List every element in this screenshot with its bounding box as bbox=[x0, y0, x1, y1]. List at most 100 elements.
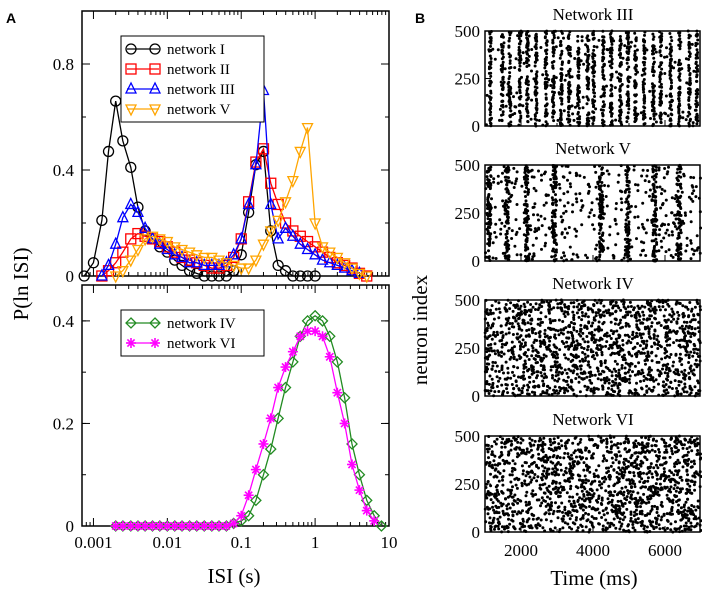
spike bbox=[544, 49, 548, 52]
y-tick-label: 0.4 bbox=[53, 161, 75, 180]
spike bbox=[511, 391, 515, 395]
spike bbox=[687, 96, 691, 99]
spike bbox=[633, 66, 637, 69]
spike bbox=[493, 205, 497, 209]
spike bbox=[487, 237, 491, 241]
spike bbox=[692, 373, 696, 377]
spike bbox=[607, 172, 611, 176]
spike bbox=[576, 112, 580, 116]
spike bbox=[490, 323, 494, 327]
spike bbox=[567, 89, 571, 92]
spike bbox=[625, 58, 629, 62]
spike bbox=[519, 94, 523, 98]
spike bbox=[671, 364, 675, 368]
spike bbox=[676, 317, 680, 321]
spike bbox=[626, 111, 630, 115]
spike bbox=[556, 36, 560, 40]
spike bbox=[592, 74, 596, 78]
spike bbox=[534, 54, 538, 58]
spike bbox=[632, 168, 636, 172]
spike bbox=[488, 353, 492, 357]
spike bbox=[515, 203, 519, 206]
spike bbox=[502, 204, 505, 208]
spike bbox=[614, 202, 618, 205]
spike bbox=[525, 33, 528, 37]
spike bbox=[524, 351, 527, 354]
spike bbox=[539, 371, 543, 375]
spike bbox=[643, 325, 647, 329]
spike bbox=[531, 243, 535, 247]
spike bbox=[669, 118, 673, 122]
spike bbox=[515, 170, 519, 174]
spike bbox=[689, 197, 693, 201]
spike bbox=[489, 122, 493, 126]
spike bbox=[695, 112, 699, 116]
spike bbox=[587, 53, 591, 57]
spike bbox=[523, 341, 527, 345]
spike bbox=[590, 334, 594, 338]
spike bbox=[619, 326, 623, 330]
spike bbox=[637, 318, 641, 322]
spike bbox=[660, 32, 664, 36]
spike bbox=[625, 507, 629, 511]
spike bbox=[664, 214, 668, 218]
spike bbox=[507, 226, 511, 230]
spike bbox=[574, 234, 578, 238]
spike bbox=[601, 384, 604, 388]
spike bbox=[525, 208, 529, 212]
spike bbox=[677, 69, 681, 73]
spike bbox=[599, 378, 603, 382]
spike bbox=[614, 207, 618, 211]
spike bbox=[619, 189, 622, 193]
spike bbox=[633, 80, 637, 84]
spike bbox=[567, 114, 571, 118]
spike bbox=[616, 232, 620, 236]
spike bbox=[612, 39, 616, 43]
spike bbox=[641, 310, 645, 314]
spike bbox=[654, 201, 658, 205]
spike bbox=[486, 217, 490, 221]
spike bbox=[678, 359, 682, 363]
spike bbox=[557, 91, 561, 95]
spike bbox=[694, 56, 698, 60]
data-point bbox=[124, 196, 137, 210]
spike bbox=[504, 323, 508, 327]
spike bbox=[627, 222, 631, 226]
spike bbox=[626, 215, 630, 219]
spike bbox=[678, 47, 682, 51]
spike bbox=[523, 190, 527, 194]
spike bbox=[566, 383, 570, 387]
spike bbox=[537, 385, 541, 389]
spike bbox=[567, 367, 571, 371]
spike bbox=[586, 87, 589, 90]
spike bbox=[491, 241, 495, 245]
spike bbox=[686, 473, 689, 477]
spike bbox=[674, 352, 678, 356]
spike bbox=[542, 491, 546, 495]
spike bbox=[489, 110, 493, 114]
spike bbox=[526, 226, 530, 230]
spike bbox=[530, 364, 533, 368]
spike bbox=[615, 70, 618, 74]
spike bbox=[567, 83, 571, 87]
spike bbox=[601, 85, 605, 89]
spike bbox=[502, 371, 505, 375]
spike bbox=[630, 337, 634, 341]
spike bbox=[671, 99, 674, 103]
spike bbox=[689, 391, 693, 395]
spike bbox=[500, 33, 504, 37]
spike bbox=[597, 320, 601, 324]
spike bbox=[687, 63, 691, 67]
spike bbox=[683, 211, 687, 215]
spike bbox=[666, 375, 670, 378]
spike bbox=[594, 170, 598, 174]
spike bbox=[565, 340, 569, 344]
spike bbox=[629, 40, 633, 44]
spike bbox=[647, 354, 651, 358]
spike bbox=[494, 222, 498, 226]
spike bbox=[571, 358, 575, 362]
spike bbox=[673, 197, 677, 201]
spike bbox=[646, 373, 650, 377]
spike bbox=[601, 41, 605, 45]
spike bbox=[619, 346, 623, 350]
